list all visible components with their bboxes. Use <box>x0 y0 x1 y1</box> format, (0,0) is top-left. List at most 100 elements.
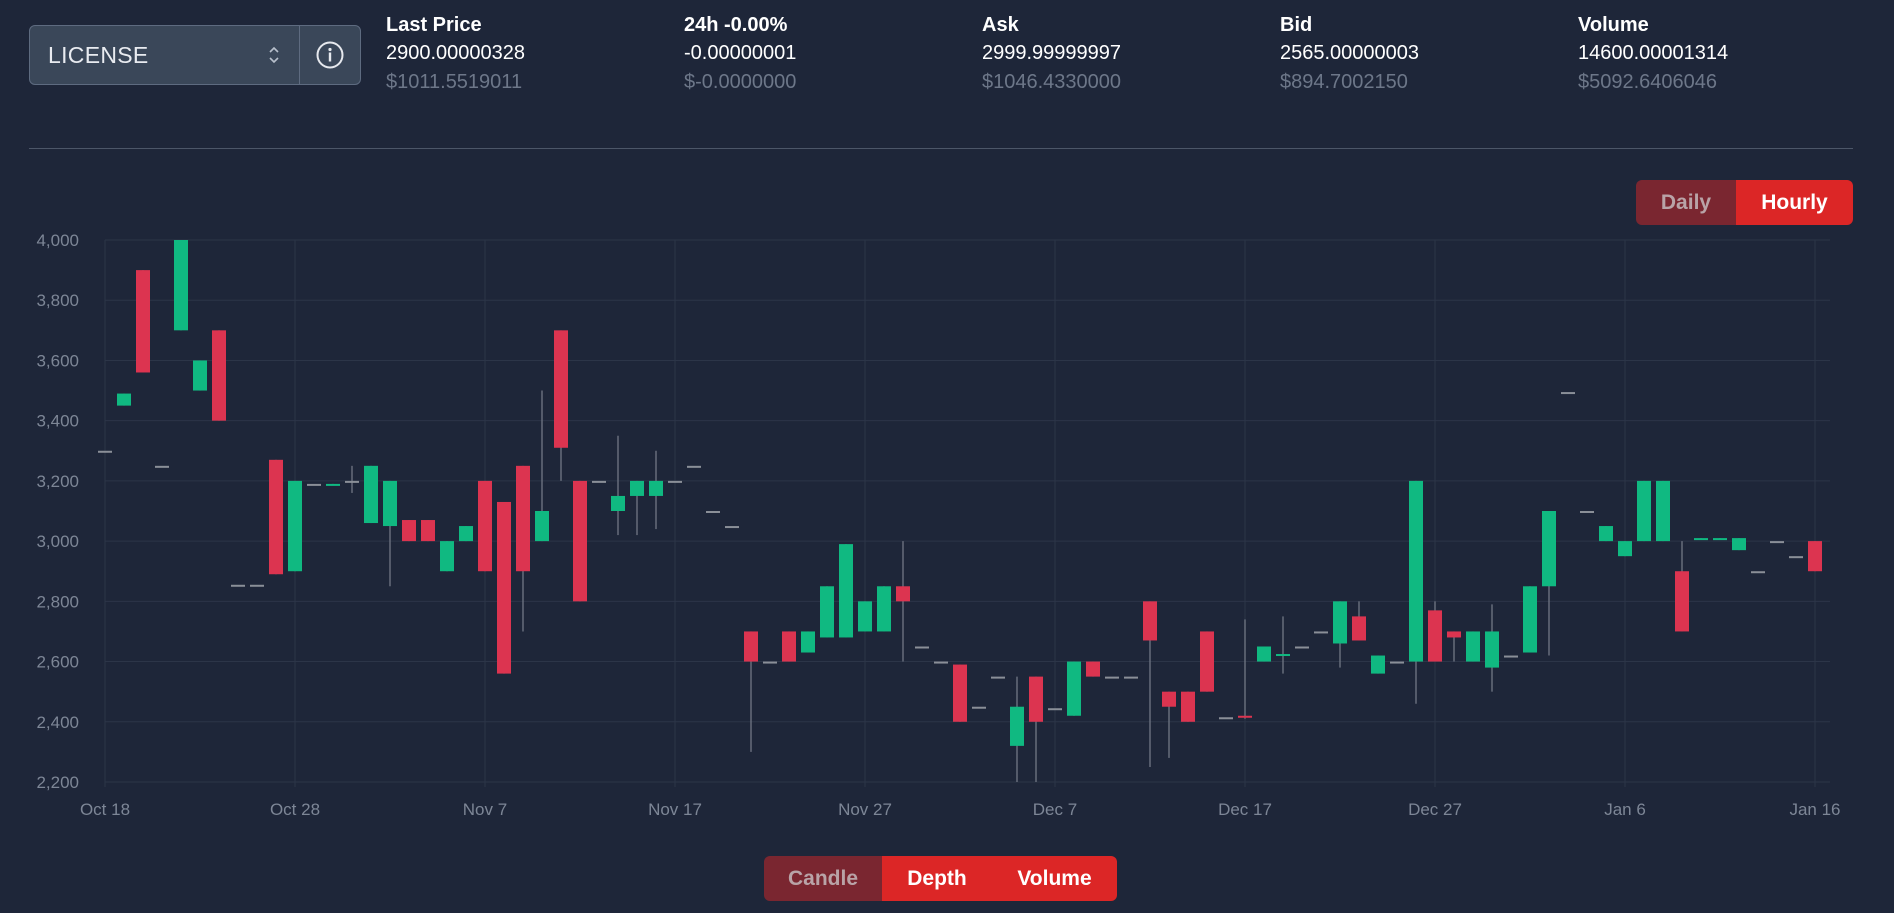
candle-body <box>1409 480 1423 662</box>
candle-body <box>1200 631 1214 692</box>
info-button[interactable] <box>299 26 360 84</box>
candle-button[interactable]: Candle <box>764 856 882 901</box>
candle-body <box>136 270 150 373</box>
candle-body <box>1333 601 1347 644</box>
x-tick-label: Jan 16 <box>1789 800 1840 819</box>
candle-body <box>725 526 739 529</box>
x-tick-label: Dec 7 <box>1033 800 1077 819</box>
candle-body <box>744 631 758 662</box>
candle-body <box>1257 646 1271 662</box>
x-tick-label: Dec 27 <box>1408 800 1462 819</box>
stat-last-price: Last Price 2900.00000328 $1011.5519011 <box>386 12 525 96</box>
candle-body <box>573 480 587 602</box>
candle-body <box>440 541 454 572</box>
candle-body <box>1181 691 1195 722</box>
candle-body <box>934 661 948 664</box>
x-tick-label: Nov 17 <box>648 800 702 819</box>
candle-body <box>402 520 416 542</box>
candle-body <box>1656 480 1670 542</box>
candle-body <box>820 586 834 638</box>
x-tick-label: Jan 6 <box>1604 800 1646 819</box>
candle-body <box>1219 717 1233 720</box>
stat-usd: $1046.4330000 <box>982 71 1122 93</box>
y-tick-label: 3,800 <box>36 291 79 310</box>
candle-body <box>592 480 606 483</box>
candle-body <box>915 646 929 649</box>
x-tick-label: Dec 17 <box>1218 800 1272 819</box>
candle-body <box>953 664 967 722</box>
volume-button[interactable]: Volume <box>992 856 1117 901</box>
candle-body <box>98 450 112 453</box>
candle-body <box>1276 654 1290 657</box>
candle-body <box>288 480 302 572</box>
y-tick-label: 3,400 <box>36 412 79 431</box>
candle-body <box>1067 661 1081 716</box>
candle-body <box>364 465 378 524</box>
asset-selector[interactable]: LICENSE <box>29 25 361 85</box>
asset-select[interactable]: LICENSE <box>30 26 299 84</box>
candle-body <box>1105 676 1119 679</box>
candle-body <box>421 520 435 542</box>
candle-body <box>1561 392 1575 395</box>
candle-body <box>269 459 283 575</box>
candle-body <box>554 330 568 448</box>
candle-body <box>706 511 720 513</box>
interval-toggle: Daily Hourly <box>1636 180 1853 225</box>
candle-body <box>1637 480 1651 542</box>
candle-body <box>877 586 891 632</box>
stat-value: 2999.99999997 <box>982 42 1122 64</box>
candle-body <box>1542 511 1556 587</box>
candle-body <box>345 480 359 483</box>
candle-body <box>649 480 663 496</box>
x-tick-label: Oct 18 <box>80 800 130 819</box>
stat-bid: Bid 2565.00000003 $894.7002150 <box>1280 12 1419 96</box>
asset-name: LICENSE <box>48 41 149 68</box>
candle-body <box>858 601 872 632</box>
candle-body <box>1314 631 1328 634</box>
header-divider <box>29 148 1853 149</box>
y-tick-label: 2,800 <box>36 592 79 611</box>
candle-body <box>383 480 397 527</box>
candle-body <box>117 393 131 406</box>
candle-body <box>535 511 549 542</box>
candle-body <box>1371 655 1385 674</box>
candle-body <box>307 483 321 486</box>
stat-label: 24h -0.00% <box>684 14 788 36</box>
hourly-button[interactable]: Hourly <box>1736 180 1853 225</box>
candle-body <box>763 661 777 664</box>
candle-body <box>1713 538 1727 541</box>
candle-body <box>497 501 511 674</box>
candle-body <box>1599 526 1613 542</box>
candle-body <box>1143 601 1157 641</box>
candle-body <box>782 631 796 662</box>
y-tick-label: 2,400 <box>36 713 79 732</box>
candle-body <box>1238 715 1252 718</box>
candle-body <box>1295 646 1309 649</box>
stat-usd: $-0.0000000 <box>684 71 797 93</box>
depth-button[interactable]: Depth <box>882 856 992 901</box>
candle-body <box>478 480 492 572</box>
stat-usd: $5092.6406046 <box>1578 71 1718 93</box>
daily-button[interactable]: Daily <box>1636 180 1736 225</box>
candle-body <box>1048 708 1062 711</box>
candle-body <box>326 483 340 486</box>
x-tick-label: Nov 27 <box>838 800 892 819</box>
stat-label: Volume <box>1578 14 1649 36</box>
candle-body <box>1523 586 1537 653</box>
candle-body <box>1675 571 1689 632</box>
info-circle-icon <box>316 41 344 69</box>
candle-body <box>801 631 815 653</box>
candle-body <box>1770 541 1784 544</box>
y-tick-label: 3,600 <box>36 351 79 370</box>
candle-body <box>155 465 169 468</box>
view-toggle: Candle Depth Volume <box>764 856 1117 901</box>
candle-body <box>1390 661 1404 664</box>
candle-body <box>1086 661 1100 677</box>
candle-body <box>1808 541 1822 572</box>
stat-24h-change: 24h -0.00% -0.00000001 $-0.0000000 <box>684 12 796 96</box>
candle-body <box>174 240 188 331</box>
candlestick-chart: 4,000 3,800 3,600 3,400 3,200 3,000 2,800 2,600… <box>36 231 1840 819</box>
candle-body <box>991 676 1005 679</box>
candle-body <box>516 465 530 572</box>
candle-body <box>1428 610 1442 662</box>
